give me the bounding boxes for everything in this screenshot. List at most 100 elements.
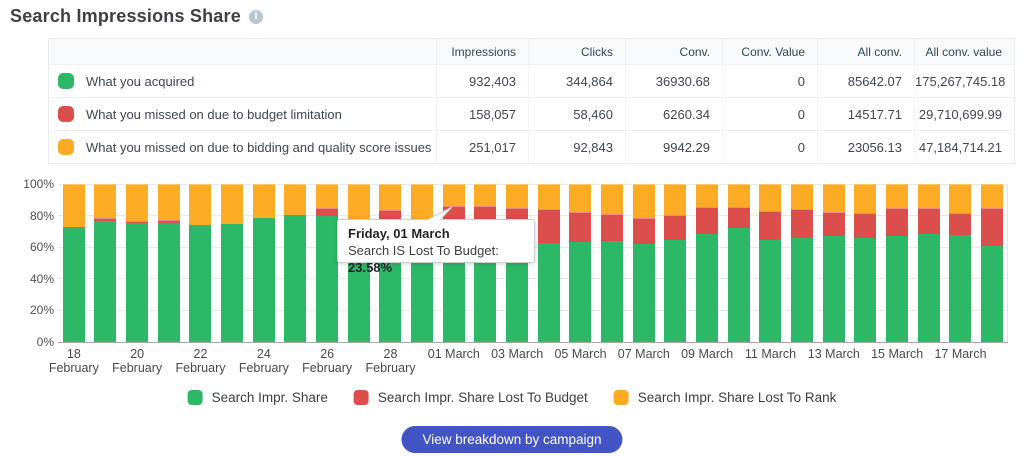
stacked-bar-25-february[interactable] xyxy=(284,184,307,342)
segment-share[interactable] xyxy=(62,226,85,342)
segment-lost-rank[interactable] xyxy=(221,184,244,224)
segment-lost-rank[interactable] xyxy=(442,184,465,206)
stacked-bar-21-february[interactable] xyxy=(157,184,180,342)
segment-share[interactable] xyxy=(759,239,782,342)
stacked-bar-20-february[interactable] xyxy=(126,184,149,342)
segment-lost-budget[interactable] xyxy=(316,207,339,216)
segment-lost-budget[interactable] xyxy=(157,220,180,223)
view-breakdown-button[interactable]: View breakdown by campaign xyxy=(401,426,623,453)
legend-item-lost-budget[interactable]: Search Impr. Share Lost To Budget xyxy=(353,390,588,405)
stacked-bar-14-march[interactable] xyxy=(854,184,877,342)
segment-share[interactable] xyxy=(284,215,307,342)
segment-share[interactable] xyxy=(727,228,750,342)
segment-lost-rank[interactable] xyxy=(316,184,339,208)
segment-lost-budget[interactable] xyxy=(949,213,972,236)
segment-lost-rank[interactable] xyxy=(94,184,117,218)
segment-lost-budget[interactable] xyxy=(126,220,149,224)
segment-lost-rank[interactable] xyxy=(727,184,750,208)
stacked-bar-26-february[interactable] xyxy=(316,184,339,342)
stacked-bar-10-march[interactable] xyxy=(727,184,750,342)
segment-lost-budget[interactable] xyxy=(569,211,592,242)
stacked-bar-19-february[interactable] xyxy=(94,184,117,342)
stacked-bar-18-march[interactable] xyxy=(981,184,1004,342)
segment-share[interactable] xyxy=(94,221,117,342)
stacked-bar-11-march[interactable] xyxy=(759,184,782,342)
stacked-bar-13-march[interactable] xyxy=(822,184,845,342)
segment-lost-budget[interactable] xyxy=(727,207,750,229)
segment-lost-budget[interactable] xyxy=(791,209,814,239)
legend-item-lost-rank[interactable]: Search Impr. Share Lost To Rank xyxy=(613,390,836,405)
segment-share[interactable] xyxy=(537,243,560,342)
segment-lost-rank[interactable] xyxy=(537,184,560,210)
stacked-bar-16-march[interactable] xyxy=(917,184,940,342)
stacked-bar-24-february[interactable] xyxy=(252,184,275,342)
segment-share[interactable] xyxy=(822,235,845,342)
segment-lost-rank[interactable] xyxy=(157,184,180,221)
segment-share[interactable] xyxy=(632,244,655,342)
segment-lost-rank[interactable] xyxy=(601,184,624,215)
segment-lost-rank[interactable] xyxy=(474,184,497,206)
segment-lost-rank[interactable] xyxy=(886,184,909,209)
segment-lost-rank[interactable] xyxy=(664,184,687,215)
segment-lost-rank[interactable] xyxy=(379,184,402,210)
segment-share[interactable] xyxy=(917,234,940,342)
legend-item-share[interactable]: Search Impr. Share xyxy=(187,390,328,405)
segment-share[interactable] xyxy=(664,239,687,342)
segment-share[interactable] xyxy=(157,222,180,342)
segment-share[interactable] xyxy=(696,234,719,342)
segment-lost-rank[interactable] xyxy=(126,184,149,221)
stacked-bar-07-march[interactable] xyxy=(632,184,655,342)
segment-share[interactable] xyxy=(601,240,624,342)
stacked-bar-23-february[interactable] xyxy=(221,184,244,342)
segment-lost-budget[interactable] xyxy=(886,208,909,236)
segment-lost-budget[interactable] xyxy=(854,213,877,238)
stacked-bar-05-march[interactable] xyxy=(569,184,592,342)
segment-share[interactable] xyxy=(981,245,1004,342)
segment-lost-rank[interactable] xyxy=(569,184,592,212)
info-icon[interactable]: i xyxy=(248,9,263,24)
segment-share[interactable] xyxy=(886,235,909,342)
segment-lost-rank[interactable] xyxy=(854,184,877,214)
segment-lost-budget[interactable] xyxy=(632,217,655,245)
segment-lost-rank[interactable] xyxy=(347,184,370,222)
segment-share[interactable] xyxy=(791,238,814,342)
stacked-bar-04-march[interactable] xyxy=(537,184,560,342)
segment-lost-budget[interactable] xyxy=(664,214,687,240)
segment-lost-rank[interactable] xyxy=(759,184,782,212)
segment-lost-rank[interactable] xyxy=(252,184,275,218)
segment-lost-budget[interactable] xyxy=(917,207,940,235)
segment-lost-rank[interactable] xyxy=(949,184,972,214)
stacked-bar-09-march[interactable] xyxy=(696,184,719,342)
segment-lost-rank[interactable] xyxy=(981,184,1004,208)
segment-lost-rank[interactable] xyxy=(62,184,85,227)
segment-lost-rank[interactable] xyxy=(696,184,719,208)
segment-share[interactable] xyxy=(252,217,275,342)
segment-share[interactable] xyxy=(316,215,339,342)
segment-lost-rank[interactable] xyxy=(284,184,307,216)
stacked-bar-22-february[interactable] xyxy=(189,184,212,342)
stacked-bar-06-march[interactable] xyxy=(601,184,624,342)
segment-lost-budget[interactable] xyxy=(601,214,624,241)
stacked-bar-17-march[interactable] xyxy=(949,184,972,342)
stacked-bar-18-february[interactable] xyxy=(62,184,85,342)
stacked-bar-08-march[interactable] xyxy=(664,184,687,342)
segment-share[interactable] xyxy=(126,223,149,342)
segment-lost-budget[interactable] xyxy=(537,209,560,244)
segment-lost-rank[interactable] xyxy=(822,184,845,213)
segment-lost-rank[interactable] xyxy=(917,184,940,208)
segment-share[interactable] xyxy=(189,224,212,342)
segment-lost-budget[interactable] xyxy=(94,217,117,222)
segment-lost-rank[interactable] xyxy=(791,184,814,210)
segment-share[interactable] xyxy=(569,241,592,342)
stacked-bar-15-march[interactable] xyxy=(886,184,909,342)
segment-lost-budget[interactable] xyxy=(696,207,719,235)
segment-lost-budget[interactable] xyxy=(759,211,782,240)
segment-share[interactable] xyxy=(949,235,972,342)
segment-share[interactable] xyxy=(221,223,244,342)
segment-lost-rank[interactable] xyxy=(632,184,655,218)
segment-lost-rank[interactable] xyxy=(189,184,212,225)
segment-share[interactable] xyxy=(854,237,877,342)
segment-lost-rank[interactable] xyxy=(506,184,529,208)
stacked-bar-12-march[interactable] xyxy=(791,184,814,342)
segment-lost-budget[interactable] xyxy=(822,212,845,236)
